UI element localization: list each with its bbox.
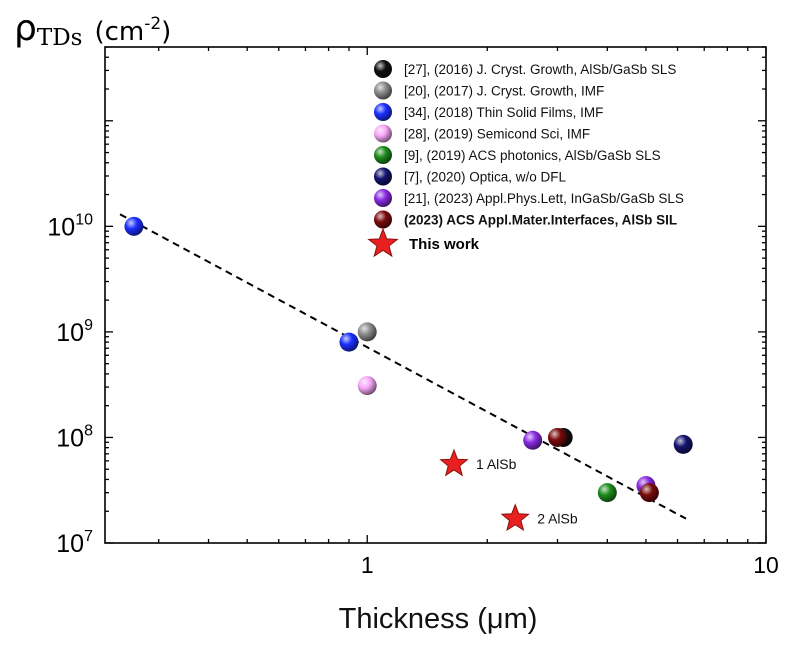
y-tick-label: 107 xyxy=(56,528,93,558)
legend-label: [28], (2019) Semicond Sci, IMF xyxy=(404,127,590,142)
y-tick-label: 109 xyxy=(56,317,93,347)
this-work-point-label: 1 AlSb xyxy=(476,456,517,472)
legend-marker xyxy=(374,146,392,164)
this-work-point-label: 2 AlSb xyxy=(537,511,578,527)
legend-marker xyxy=(374,103,392,121)
data-point xyxy=(523,430,543,450)
x-tick-label: 10 xyxy=(753,552,779,578)
y-axis-title-unit-close: ) xyxy=(161,17,171,47)
legend-label: [20], (2017) J. Cryst. Growth, IMF xyxy=(404,84,604,99)
data-point xyxy=(639,483,659,503)
legend-label: [9], (2019) ACS photonics, AlSb/GaSb SLS xyxy=(404,148,661,163)
y-tick-label: 108 xyxy=(56,422,93,452)
legend: [27], (2016) J. Cryst. Growth, AlSb/GaSb… xyxy=(367,60,684,258)
y-axis-title-subscript: TDs xyxy=(37,25,83,51)
data-point xyxy=(597,483,617,503)
y-axis-title-unit-exponent: -2 xyxy=(144,14,161,34)
legend-marker-star xyxy=(367,227,399,258)
x-axis-title: Thickness (μm) xyxy=(339,603,538,635)
legend-label: [7], (2020) Optica, w/o DFL xyxy=(404,170,567,185)
legend-marker xyxy=(374,210,392,229)
legend-label: [21], (2023) Appl.Phys.Lett, InGaSb/GaSb… xyxy=(404,191,684,206)
legend-label: [27], (2016) J. Cryst. Growth, AlSb/GaSb… xyxy=(404,62,676,77)
this-work-star xyxy=(500,503,530,532)
x-tick-label: 1 xyxy=(361,552,374,578)
y-axis-title: ρTDs (cm-2) xyxy=(14,8,171,51)
trend-line xyxy=(119,213,687,520)
data-point xyxy=(673,434,693,454)
legend-marker xyxy=(374,81,392,100)
legend-label: [34], (2018) Thin Solid Films, IMF xyxy=(404,105,603,120)
data-point xyxy=(124,216,144,236)
data-point xyxy=(339,332,359,352)
this-work-star xyxy=(439,448,469,477)
legend-label-this-work: This work xyxy=(409,236,480,253)
y-axis-title-symbol: ρ xyxy=(14,8,37,49)
plot-frame xyxy=(104,46,767,544)
y-axis-title-unit: (cm xyxy=(94,17,144,47)
legend-label: (2023) ACS Appl.Mater.Interfaces, AlSb S… xyxy=(404,213,677,228)
y-tick-label: 1010 xyxy=(47,211,93,241)
legend-marker xyxy=(374,167,392,186)
legend-marker xyxy=(374,60,392,78)
data-point xyxy=(357,376,377,396)
legend-marker xyxy=(374,189,392,207)
data-point xyxy=(547,427,567,447)
legend-marker xyxy=(374,124,392,143)
data-point xyxy=(357,322,377,342)
data-points: 1 AlSb 2 AlSb xyxy=(124,216,693,532)
trend-line-group xyxy=(119,213,687,520)
axis-ticks: 1 10 107 108 109 1010 xyxy=(47,46,779,578)
